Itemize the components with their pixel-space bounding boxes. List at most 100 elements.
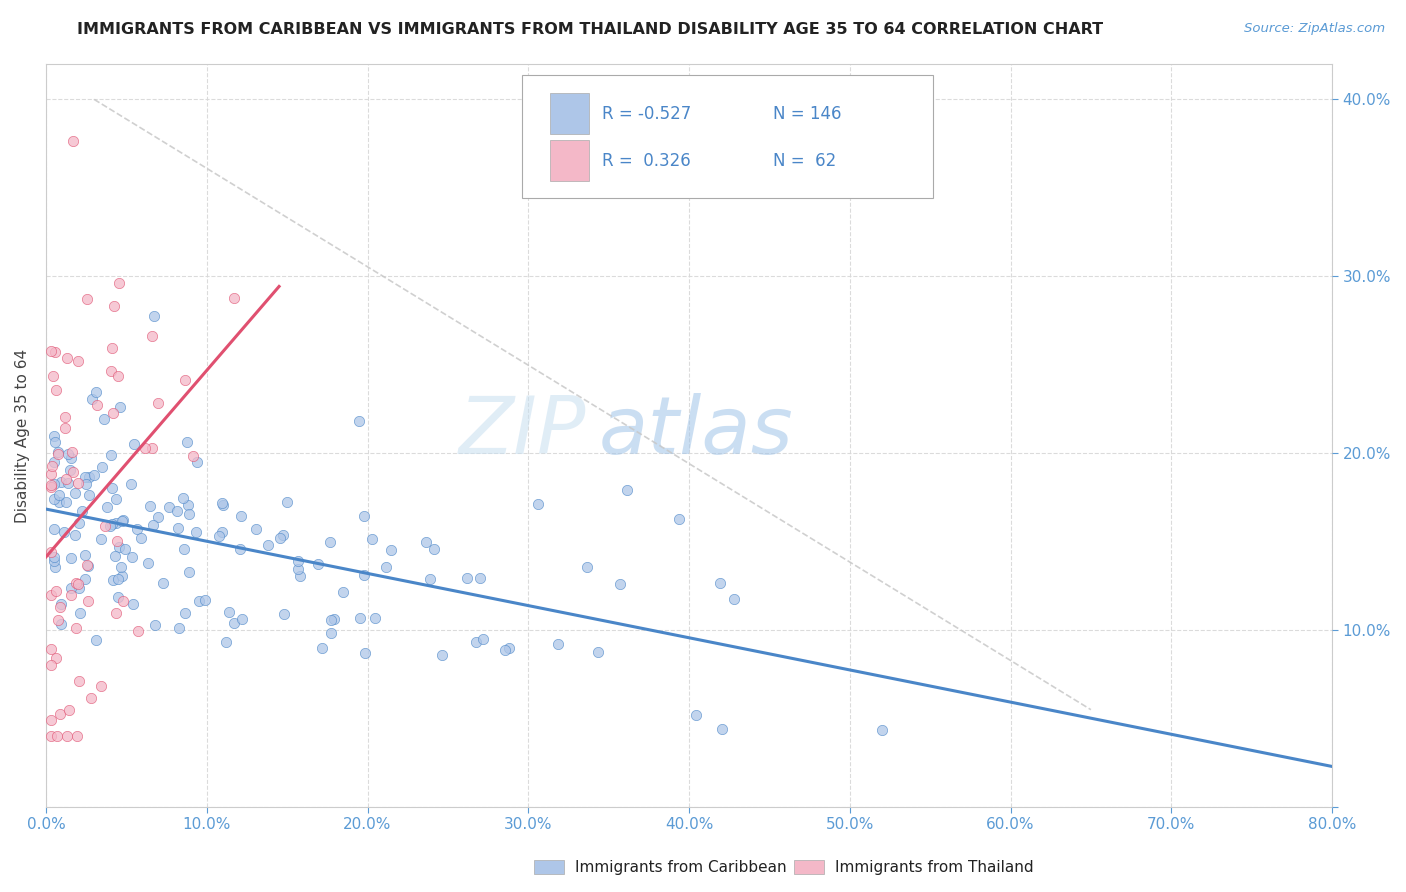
Point [56,729,79,743]
Point [231,612,253,626]
Point [86,398,108,412]
Point [83,467,105,482]
Point [67,581,90,595]
Point [42,369,65,384]
Text: N = 146: N = 146 [773,105,841,123]
Point [187,593,209,607]
Point [107,540,129,554]
Point [668,512,690,526]
Y-axis label: Disability Age 35 to 64: Disability Age 35 to 64 [15,349,30,523]
Point [353,508,375,523]
Point [311,641,333,656]
Point [75,476,97,491]
Point [56,447,79,461]
Point [231,509,253,524]
Point [211,495,233,509]
Point [42,549,65,564]
Point [77,559,100,574]
Point [111,594,134,608]
Point [103,299,125,313]
Point [107,590,129,604]
Point [349,611,371,625]
Point [134,441,156,455]
Point [465,635,488,649]
Point [70,504,93,518]
Point [42,554,65,568]
Point [76,558,98,573]
Point [62,465,84,479]
Point [48,495,70,509]
Point [76,594,98,608]
Text: R = -0.527: R = -0.527 [602,105,690,123]
Point [430,648,453,662]
Point [211,525,233,540]
Point [76,292,98,306]
Point [39,714,62,728]
Point [59,450,82,465]
Text: Source: ZipAtlas.com: Source: ZipAtlas.com [1244,22,1385,36]
Point [576,560,599,574]
Point [363,611,385,625]
Point [269,531,291,545]
Point [60,588,83,602]
Point [148,396,170,410]
Point [157,500,180,514]
Point [53,420,76,434]
Point [108,276,131,290]
Bar [550,94,589,135]
Point [67,353,90,368]
Point [100,363,122,377]
Point [58,475,80,490]
Point [120,477,142,491]
Point [90,679,112,693]
Point [44,434,66,449]
Point [347,414,370,428]
Point [67,516,90,530]
Point [67,576,90,591]
Point [172,491,194,506]
Point [287,562,309,576]
Point [59,581,82,595]
Point [101,516,124,531]
Point [105,606,128,620]
Point [93,412,115,426]
Point [723,592,745,607]
Point [73,548,96,562]
Point [111,514,134,528]
Point [136,556,159,570]
Point [173,541,195,556]
Point [415,534,437,549]
Point [547,636,569,650]
Point [710,723,733,737]
Point [101,341,124,355]
Point [111,569,134,583]
Point [166,504,188,518]
Point [498,640,520,655]
Point [46,613,69,627]
Point [77,488,100,502]
Point [39,641,62,656]
Point [49,597,72,611]
Point [45,729,67,743]
Point [139,500,162,514]
Point [609,577,631,591]
Text: IMMIGRANTS FROM CARIBBEAN VS IMMIGRANTS FROM THAILAND DISABILITY AGE 35 TO 64 CO: IMMIGRANTS FROM CARIBBEAN VS IMMIGRANTS … [77,22,1104,37]
Point [276,495,298,509]
Point [96,500,118,515]
Point [46,447,69,461]
Point [471,632,494,646]
Point [273,607,295,621]
Point [271,527,294,541]
Bar [550,140,589,181]
Text: R =  0.326: R = 0.326 [602,152,690,169]
Point [228,542,250,557]
Point [215,635,238,649]
Point [45,384,67,398]
Point [141,441,163,455]
Point [62,135,84,149]
Point [332,585,354,599]
Text: N =  62: N = 62 [773,152,837,169]
Point [245,522,267,536]
Point [66,729,89,743]
Point [65,621,87,635]
